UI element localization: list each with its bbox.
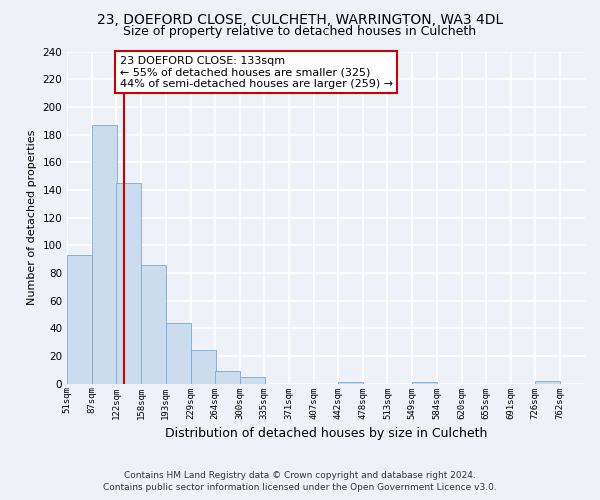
Bar	[166, 322, 191, 384]
Bar	[116, 183, 142, 384]
Y-axis label: Number of detached properties: Number of detached properties	[27, 130, 37, 306]
Bar	[338, 382, 363, 384]
Bar	[215, 371, 240, 384]
Bar	[92, 125, 117, 384]
Bar	[412, 382, 437, 384]
Text: Contains HM Land Registry data © Crown copyright and database right 2024.
Contai: Contains HM Land Registry data © Crown c…	[103, 471, 497, 492]
Bar	[535, 381, 560, 384]
Bar	[191, 350, 215, 384]
Text: 23 DOEFORD CLOSE: 133sqm
← 55% of detached houses are smaller (325)
44% of semi-: 23 DOEFORD CLOSE: 133sqm ← 55% of detach…	[120, 56, 393, 89]
Bar	[142, 264, 166, 384]
Text: Size of property relative to detached houses in Culcheth: Size of property relative to detached ho…	[124, 25, 476, 38]
Bar	[67, 255, 92, 384]
Text: 23, DOEFORD CLOSE, CULCHETH, WARRINGTON, WA3 4DL: 23, DOEFORD CLOSE, CULCHETH, WARRINGTON,…	[97, 12, 503, 26]
Bar	[240, 376, 265, 384]
X-axis label: Distribution of detached houses by size in Culcheth: Distribution of detached houses by size …	[165, 427, 487, 440]
